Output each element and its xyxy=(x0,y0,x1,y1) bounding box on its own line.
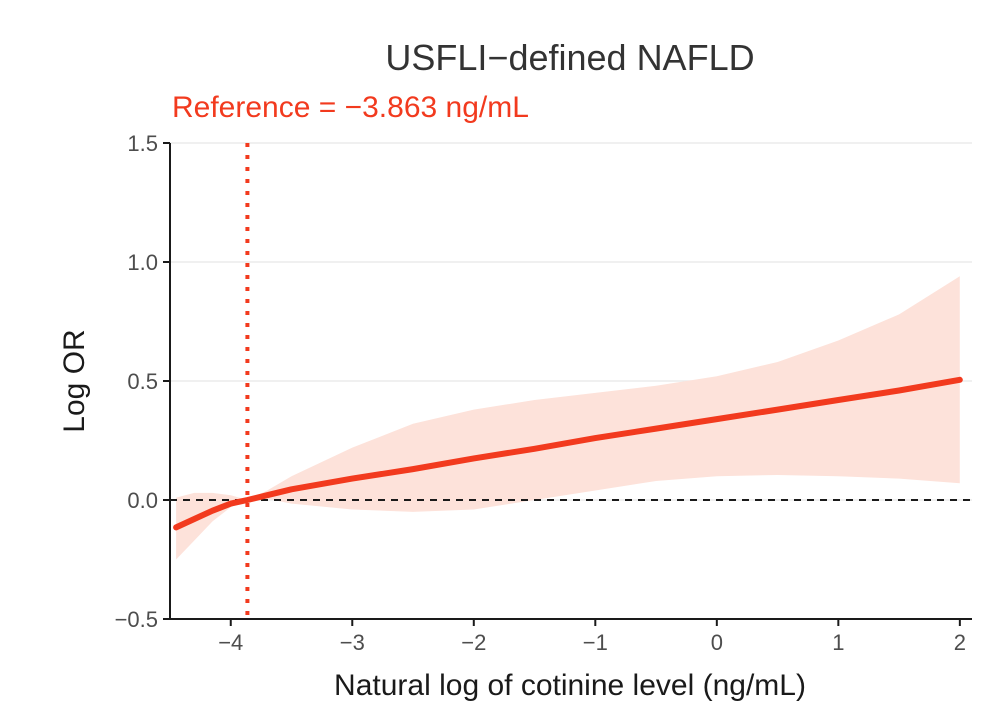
y-tick-label: −0.5 xyxy=(115,607,158,632)
confidence-interval-ribbon xyxy=(176,276,960,560)
x-tick-label: −1 xyxy=(583,630,608,655)
x-tick-label: −2 xyxy=(461,630,486,655)
y-axis-title: Log OR xyxy=(58,329,91,432)
ticks-layer: −0.5 0.0 0.5 1.0 1.5 −4 −3 −2 −1 0 1 2 xyxy=(115,131,966,655)
x-tick-label: −4 xyxy=(218,630,243,655)
y-tick-label: 1.0 xyxy=(127,250,158,275)
x-axis-title: Natural log of cotinine level (ng/mL) xyxy=(334,669,806,702)
reference-label: Reference = −3.863 ng/mL xyxy=(172,91,529,124)
chart-title: USFLI−defined NAFLD xyxy=(385,37,754,78)
y-tick-label: 0.5 xyxy=(127,369,158,394)
x-tick-label: 2 xyxy=(954,630,966,655)
x-tick-label: −3 xyxy=(340,630,365,655)
y-tick-label: 0.0 xyxy=(127,488,158,513)
log-or-curve xyxy=(173,376,963,531)
y-tick-label: 1.5 xyxy=(127,131,158,156)
x-tick-label: 1 xyxy=(832,630,844,655)
x-tick-label: 0 xyxy=(711,630,723,655)
